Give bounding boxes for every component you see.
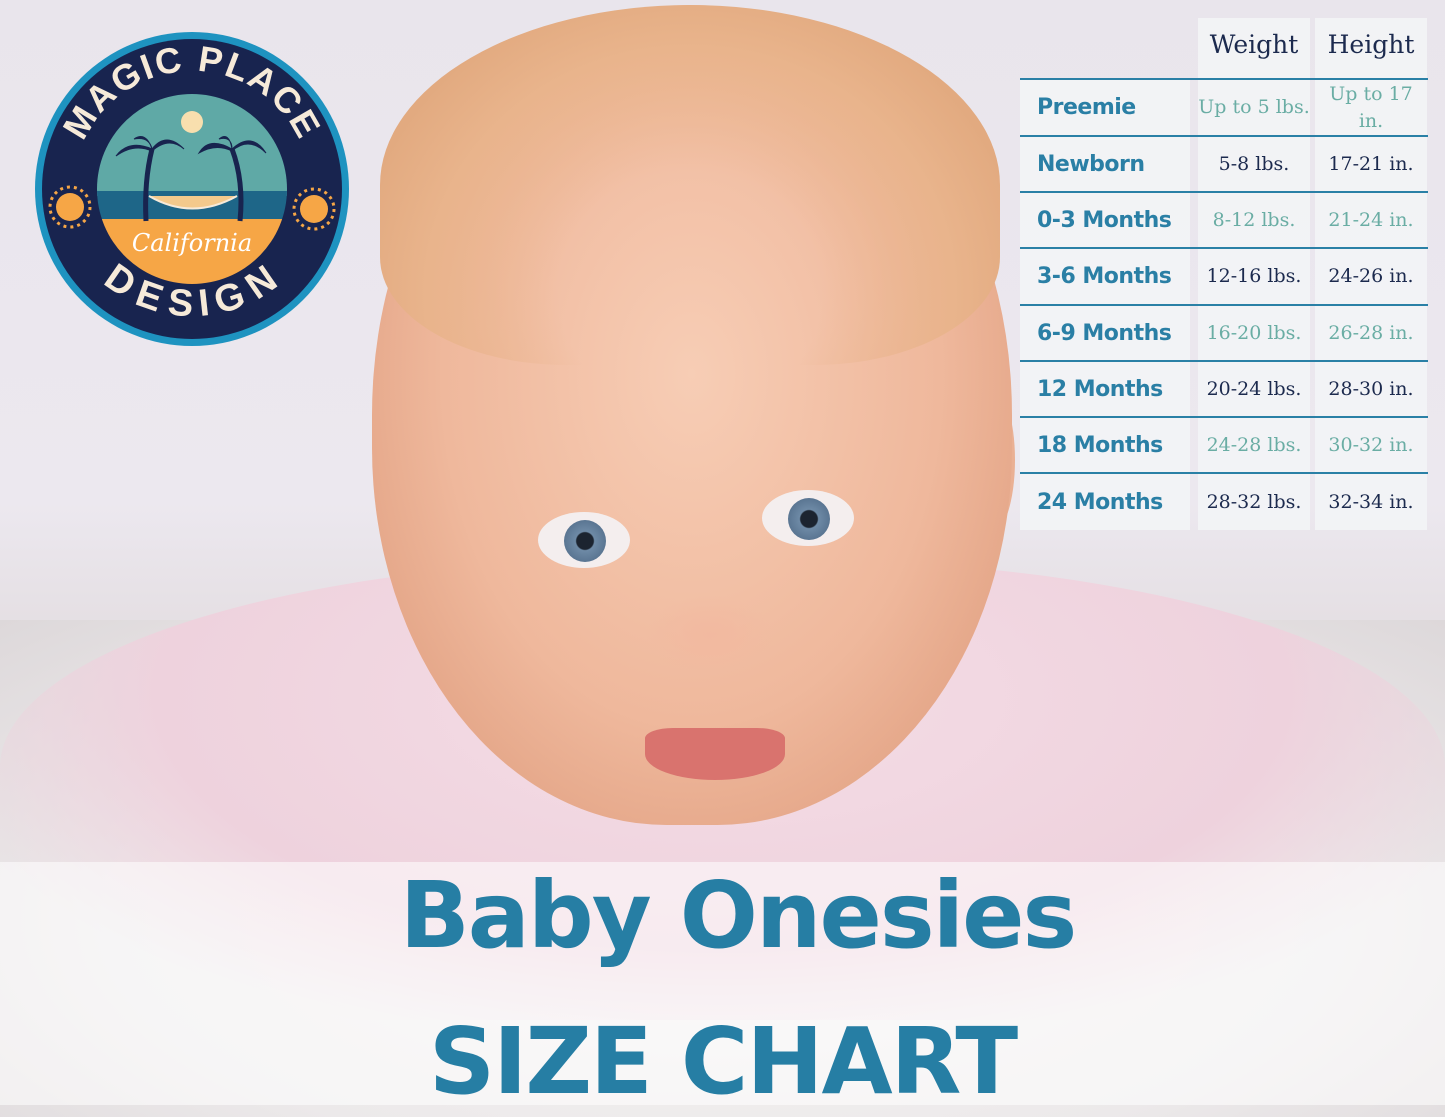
weight-value: Up to 5 lbs.: [1198, 96, 1310, 118]
baby-nose: [645, 595, 775, 675]
height-value: 26-28 in.: [1328, 321, 1414, 344]
height-value: 17-21 in.: [1328, 152, 1414, 175]
size-label: 6-9 Months: [1037, 320, 1172, 346]
size-label: Newborn: [1037, 151, 1145, 177]
size-label: 12 Months: [1037, 376, 1163, 402]
weight-header: Weight: [1209, 30, 1299, 59]
weight-column-bg: [1198, 18, 1310, 530]
height-value: 32-34 in.: [1328, 490, 1414, 513]
height-header: Height: [1327, 30, 1415, 59]
weight-value: 8-12 lbs.: [1212, 208, 1296, 231]
size-label: 3-6 Months: [1037, 264, 1172, 289]
height-value: Up to 17 in.: [1329, 82, 1413, 132]
sun-left-icon: [48, 185, 92, 229]
baby-mouth: [645, 728, 785, 780]
size-row: 18 Months 24-28 lbs. 30-32 in.: [1020, 416, 1428, 472]
weight-value: 24-28 lbs.: [1206, 433, 1302, 456]
weight-value: 12-16 lbs.: [1206, 265, 1302, 287]
weight-value: 28-32 lbs.: [1206, 490, 1302, 513]
size-row: 24 Months 28-32 lbs. 32-34 in.: [1020, 472, 1428, 530]
height-value: 24-26 in.: [1328, 265, 1414, 287]
baby-hair: [380, 5, 1000, 365]
height-column-bg: [1315, 18, 1427, 530]
size-label: 18 Months: [1037, 432, 1163, 458]
baby-right-eye: [762, 490, 854, 546]
size-label: Preemie: [1037, 95, 1136, 120]
height-value: 21-24 in.: [1328, 208, 1414, 231]
hammock-icon: [148, 195, 238, 210]
weight-value: 5-8 lbs.: [1218, 152, 1290, 175]
size-chart-table: Weight Height Preemie Up to 5 lbs. Up to 1…: [1020, 18, 1428, 530]
size-row: 12 Months 20-24 lbs. 28-30 in.: [1020, 360, 1428, 416]
size-row: 6-9 Months 16-20 lbs. 26-28 in.: [1020, 304, 1428, 360]
size-label: 24 Months: [1037, 489, 1163, 515]
title-size-chart: SIZE CHART: [428, 1008, 1018, 1115]
baby-left-eye: [538, 512, 630, 568]
title-baby-onesies: Baby Onesies: [399, 862, 1078, 969]
sun-right-icon: [292, 187, 336, 231]
height-value: 30-32 in.: [1328, 433, 1414, 456]
weight-value: 20-24 lbs.: [1206, 377, 1302, 400]
weight-value: 16-20 lbs.: [1206, 321, 1302, 344]
size-row: Newborn 5-8 lbs. 17-21 in.: [1020, 135, 1428, 191]
title-banner: [0, 862, 1445, 1105]
logo-california-text: California: [132, 229, 252, 257]
magic-place-design-logo: MAGIC PLACE DESIGN California: [35, 32, 349, 346]
size-row: 3-6 Months 12-16 lbs. 24-26 in.: [1020, 247, 1428, 304]
height-value: 28-30 in.: [1328, 377, 1414, 400]
sun-icon: [181, 111, 203, 133]
size-row: Preemie Up to 5 lbs. Up to 17 in.: [1020, 78, 1428, 135]
palm-tree-icon: [115, 136, 267, 222]
size-label: 0-3 Months: [1037, 207, 1172, 233]
size-row: 0-3 Months 8-12 lbs. 21-24 in.: [1020, 191, 1428, 247]
